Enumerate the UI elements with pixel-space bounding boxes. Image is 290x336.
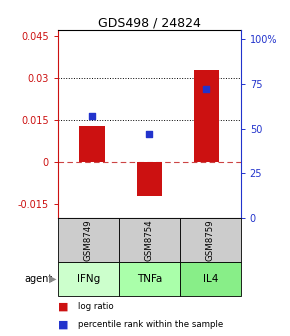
Text: ▶: ▶ [49,274,57,284]
Text: IL4: IL4 [202,274,218,284]
Text: log ratio: log ratio [78,302,114,311]
Title: GDS498 / 24824: GDS498 / 24824 [98,16,201,29]
Text: GSM8759: GSM8759 [206,220,215,261]
Text: GSM8754: GSM8754 [145,219,154,261]
Text: TNFa: TNFa [137,274,162,284]
Text: ■: ■ [58,320,68,330]
Bar [194,70,219,162]
Text: percentile rank within the sample: percentile rank within the sample [78,320,224,329]
Bar [137,162,162,196]
Text: agent: agent [24,274,52,284]
Point [147,131,152,137]
Text: GSM8749: GSM8749 [84,220,93,261]
Point [204,86,209,92]
Bar [79,126,105,162]
Point [90,113,95,119]
Text: IFNg: IFNg [77,274,100,284]
Text: ■: ■ [58,302,68,312]
